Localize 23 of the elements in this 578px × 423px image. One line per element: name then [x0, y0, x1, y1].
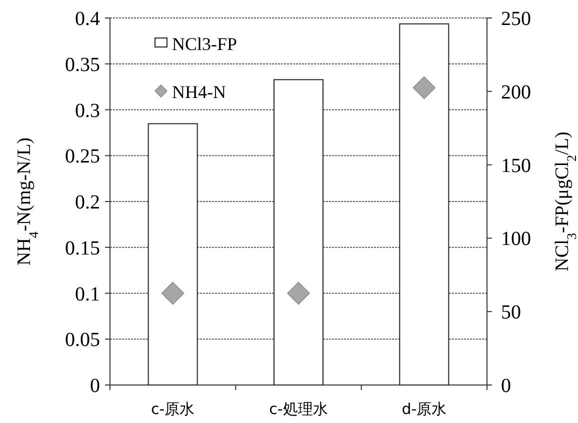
y-tick-label: 0.05	[65, 329, 100, 352]
y-tick-label: 0.3	[75, 100, 100, 122]
legend-label: NCl3-FP	[172, 34, 238, 54]
y-tick-label: 0.2	[75, 192, 100, 214]
y2-tick-label: 100	[501, 228, 531, 250]
x-tick-label: c-原水	[150, 400, 195, 418]
y-tick-label: 0.4	[75, 8, 100, 30]
y-tick-label: 0.15	[65, 237, 100, 260]
y2-tick-label: 50	[501, 302, 521, 324]
y-tick-label: 0.1	[75, 283, 100, 306]
x-tick-label: c-処理水	[269, 400, 328, 418]
bar	[399, 23, 450, 386]
bar	[273, 79, 324, 386]
bar	[148, 123, 198, 386]
x-tick-label: d-原水	[402, 400, 447, 418]
y2-tick-label: 0	[501, 375, 511, 397]
y-tick-label: 0.35	[65, 54, 100, 76]
y-tick-label: 0	[90, 375, 100, 397]
legend-label: NH4-N	[172, 82, 226, 102]
y-tick-label: 0.25	[65, 146, 100, 168]
y2-tick-label: 150	[501, 154, 531, 177]
y2-tick-label: 200	[501, 81, 531, 104]
y2-tick-label: 250	[501, 8, 531, 30]
